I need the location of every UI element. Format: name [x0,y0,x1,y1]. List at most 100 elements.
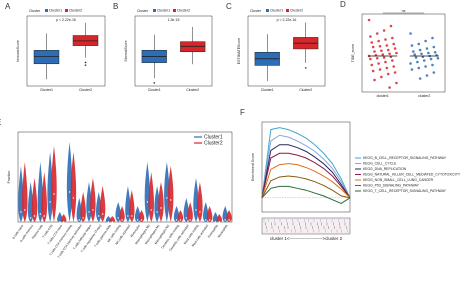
legend-swatch [173,9,176,12]
median-dot [78,219,80,221]
median-dot [195,209,197,211]
legend-title: Cluster [29,9,41,13]
panel-letter: B [113,2,118,11]
outlier [304,67,307,69]
median-dot [218,221,221,223]
median-dot [98,215,100,217]
violin [226,210,232,222]
es-curve [261,175,351,199]
legend-label: KEGG_NON_SMALL_CELL_LUNG_CANCER [363,178,434,182]
x-tick-label: Cluster1 [261,88,274,92]
point [391,36,394,40]
plot-frame [247,15,326,87]
point [378,44,382,48]
violin [90,178,96,222]
median-dot [92,209,94,211]
plot-frame [361,13,446,93]
x-axis-label: cluster 1<---------------------->cluster… [270,236,343,241]
median-dot [175,219,178,221]
point [371,69,375,73]
point [395,81,398,85]
es-curve [261,127,351,198]
median-dot [208,219,211,221]
x-tick-label: Cluster1 [148,88,161,92]
median-dot [156,211,158,213]
point [425,47,429,50]
point [431,63,434,67]
es-curve [261,152,351,199]
panel-letter: D [340,0,346,9]
legend-label: Cluster1 [157,9,170,13]
point [414,56,418,59]
violin [96,192,102,222]
point [373,50,376,53]
point [392,65,396,68]
median-dot [49,201,51,203]
point [367,18,371,22]
point [416,60,419,64]
point [370,41,374,44]
legend-label: Cluster1 [270,9,283,13]
median-dot [136,219,139,221]
median-dot [20,211,22,213]
panel-letter: C [226,2,232,11]
panel-letter: F [240,108,245,117]
panel-letter: A [5,2,11,11]
point [432,71,436,74]
median-dot [29,217,32,219]
point [409,62,412,65]
violin [167,166,174,222]
point [427,51,430,55]
median-dot [166,197,168,199]
median-dot [205,219,207,221]
point [369,57,372,61]
es-curve [261,185,351,205]
violin [148,172,154,222]
median-dot [189,219,191,221]
legend-label: Cluster2 [204,140,223,146]
median-dot [199,211,201,213]
x-tick-label: Monocytes [129,223,141,238]
legend-label: KEGG_B_CELL_RECEPTOR_SIGNALING_PATHWAY [363,156,447,160]
plot-frame [26,15,106,87]
point [410,68,414,71]
violin [216,214,223,222]
median-dot [88,211,90,213]
point [424,39,427,43]
point [380,75,383,79]
point [420,52,423,56]
p-value: 1.3e-15 [168,18,180,22]
violin [80,192,86,222]
violin [154,186,160,222]
median-dot [160,207,162,209]
point [393,47,397,50]
legend-label: KEGG_CELL_CYCLE [363,161,397,165]
violin [158,182,164,222]
point [418,48,422,52]
point [424,65,427,68]
point [417,66,421,70]
point [433,50,437,54]
median-dot [131,215,133,217]
violin [41,172,47,222]
point [388,52,391,56]
violin [31,178,38,222]
x-tick-label: Neutrophils [217,223,229,238]
point [371,45,375,49]
violin [164,162,170,222]
median-dot [72,197,75,199]
median-dot [127,215,129,217]
legend-swatch [266,9,269,12]
violin [187,202,193,222]
median-dot [43,215,45,217]
y-axis-label: ESTIMATEScore [237,38,241,64]
point [386,48,390,52]
outlier [84,64,87,66]
es-curve [261,134,351,199]
median-dot [179,219,182,221]
point [381,53,385,56]
violin [206,206,213,222]
x-tick-label: cluster2 [418,94,430,98]
point [429,57,433,61]
